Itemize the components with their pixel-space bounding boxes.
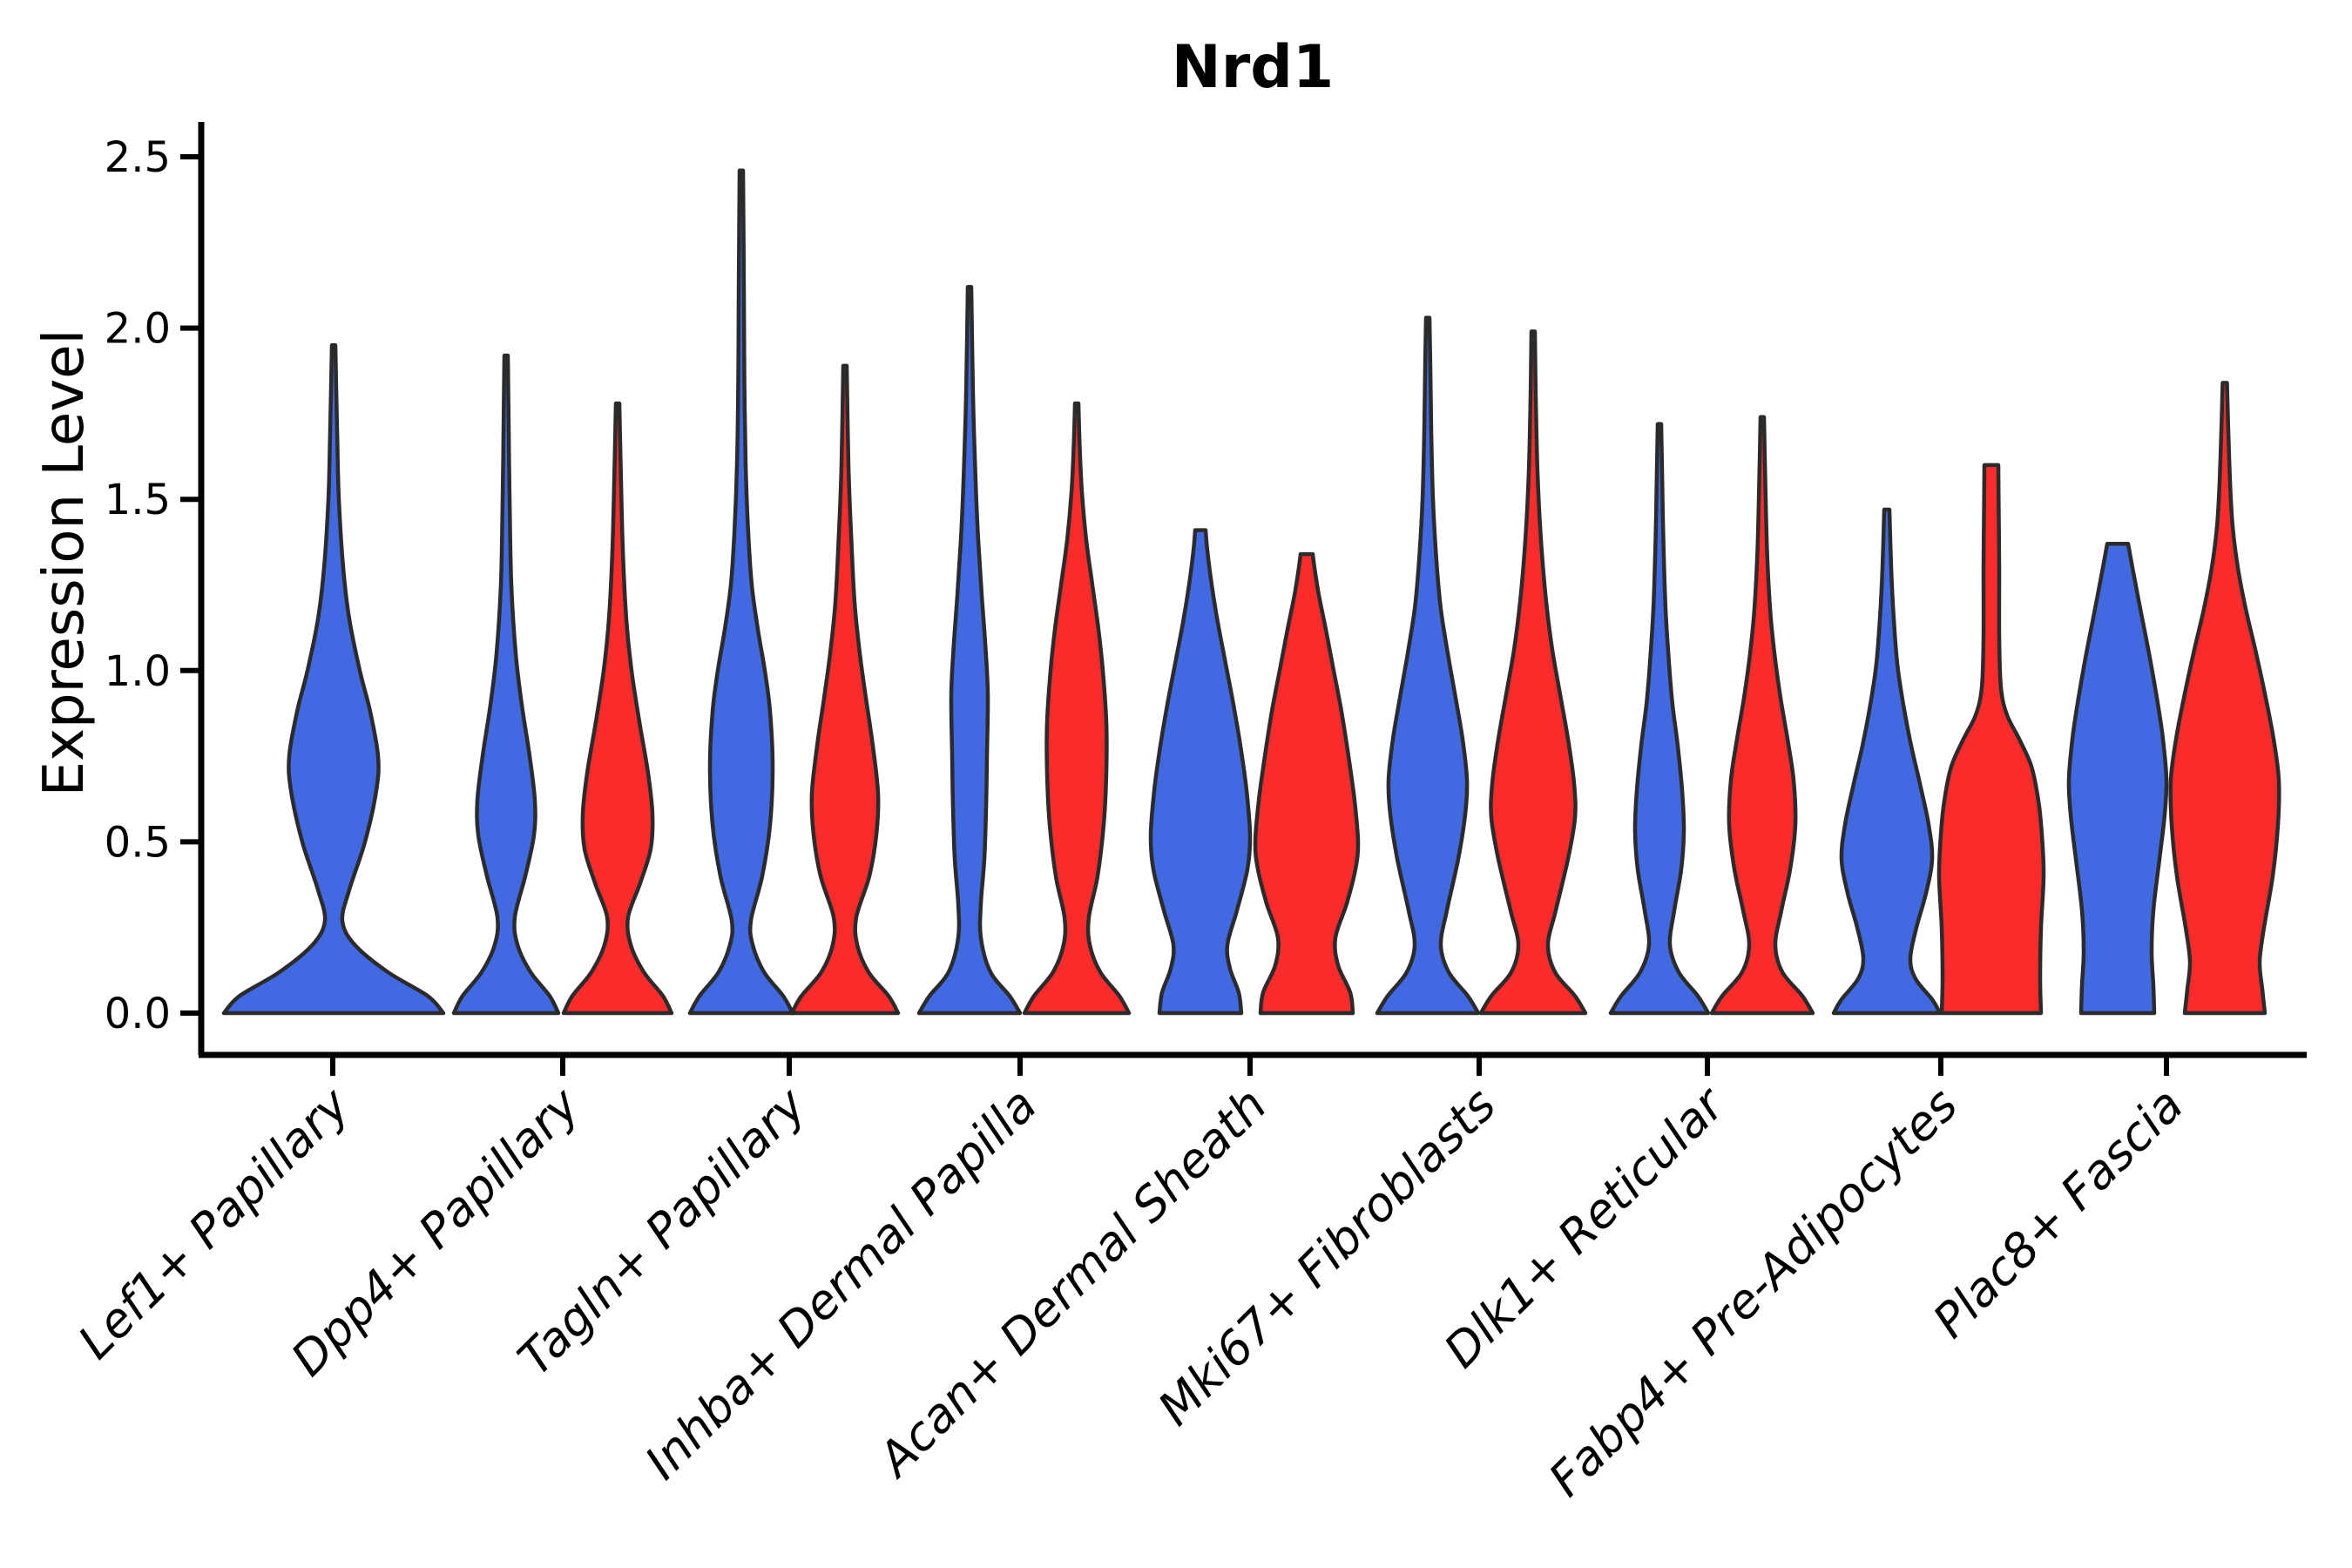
y-axis-label: Expression Level	[32, 329, 97, 797]
violin-lef1-papillary-blue	[221, 343, 446, 1016]
violin-mki67-fibroblasts-blue	[1375, 315, 1481, 1016]
violin-acan-dermal-sheath-red	[1253, 551, 1361, 1016]
violin-plac8-fascia-blue	[2066, 542, 2169, 1016]
violin-fabp4-pre-adipocytes-red	[1936, 463, 2046, 1016]
violin-dpp4-papillary-red	[561, 401, 674, 1016]
x-tick-label-acan-dermal-sheath: Acan+ Dermal Sheath	[866, 1078, 1277, 1489]
axes-group	[180, 122, 2307, 1076]
violin-tagln-papillary-red	[789, 363, 901, 1016]
violins-group	[221, 168, 2281, 1016]
violin-dpp4-papillary-blue	[451, 353, 561, 1016]
violin-fabp4-pre-adipocytes-blue	[1831, 507, 1943, 1016]
violin-inhba-dermal-papilla-red	[1022, 401, 1132, 1016]
x-tick-label-fabp4-pre-adipocytes: Fabp4+ Pre-Adipocytes	[1538, 1078, 1968, 1507]
violin-acan-dermal-sheath-blue	[1148, 528, 1253, 1016]
chart-title: Nrd1	[1172, 33, 1334, 102]
violin-tagln-papillary-blue	[687, 168, 795, 1016]
y-tick-label: 1.0	[105, 647, 171, 696]
y-tick-label: 0.0	[105, 990, 171, 1038]
violin-mki67-fibroblasts-red	[1478, 329, 1588, 1016]
violin-plac8-fascia-red	[2168, 381, 2281, 1016]
y-tick-label: 2.5	[105, 133, 171, 182]
violin-dlk1-reticular-blue	[1608, 422, 1711, 1016]
y-tick-label: 0.5	[105, 818, 171, 867]
x-tick-label-inhba-dermal-papilla: Inhba+ Dermal Papilla	[634, 1078, 1047, 1490]
y-tick-label: 2.0	[105, 305, 171, 354]
violin-inhba-dermal-papilla-blue	[916, 285, 1023, 1016]
y-tick-label: 1.5	[105, 476, 171, 524]
violin-dlk1-reticular-red	[1709, 415, 1815, 1016]
